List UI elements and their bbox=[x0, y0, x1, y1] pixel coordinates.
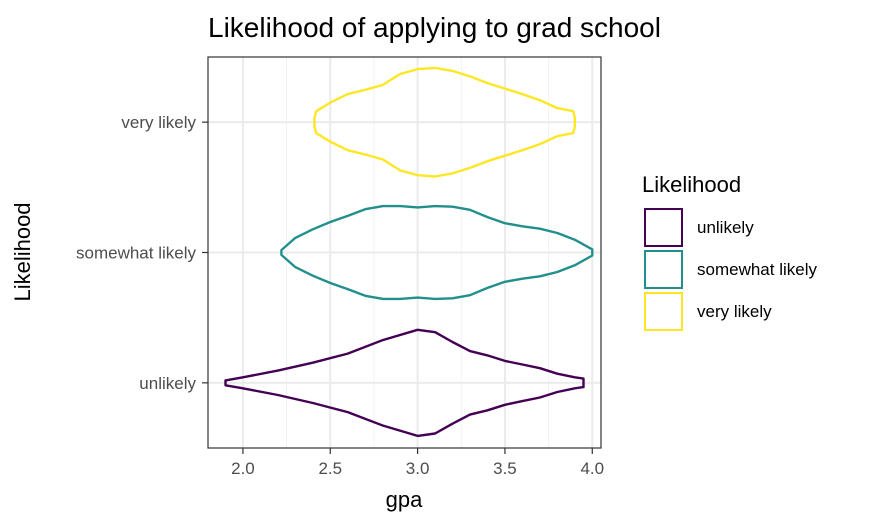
x-tick-label: 3.5 bbox=[493, 459, 517, 478]
chart-title: Likelihood of applying to grad school bbox=[208, 12, 661, 43]
legend-key bbox=[644, 292, 683, 331]
violin-very-likely bbox=[313, 66, 576, 178]
legend: Likelihood unlikely somewhat likely very l… bbox=[642, 172, 817, 331]
y-tick-label: very likely bbox=[121, 113, 196, 132]
legend-label: somewhat likely bbox=[697, 260, 817, 279]
violins bbox=[224, 66, 594, 438]
legend-label: very likely bbox=[697, 302, 772, 321]
x-axis-title: gpa bbox=[386, 487, 423, 512]
y-tick-label: somewhat likely bbox=[76, 244, 196, 263]
x-tick-label: 2.5 bbox=[318, 459, 342, 478]
legend-key bbox=[644, 208, 683, 247]
x-tick-label: 2.0 bbox=[231, 459, 255, 478]
y-axis-title: Likelihood bbox=[10, 202, 35, 301]
grid-major bbox=[208, 57, 601, 448]
x-tick-label: 3.0 bbox=[406, 459, 430, 478]
legend-key bbox=[644, 250, 683, 289]
violin-unlikely bbox=[224, 328, 585, 438]
y-axis: unlikely somewhat likely very likely bbox=[76, 113, 208, 393]
y-tick-label: unlikely bbox=[139, 374, 196, 393]
x-tick-label: 4.0 bbox=[580, 459, 604, 478]
legend-title: Likelihood bbox=[642, 172, 741, 197]
legend-label: unlikely bbox=[697, 218, 754, 237]
violin-somewhat-likely bbox=[280, 204, 594, 301]
x-axis: 2.0 2.5 3.0 3.5 4.0 bbox=[231, 448, 604, 478]
